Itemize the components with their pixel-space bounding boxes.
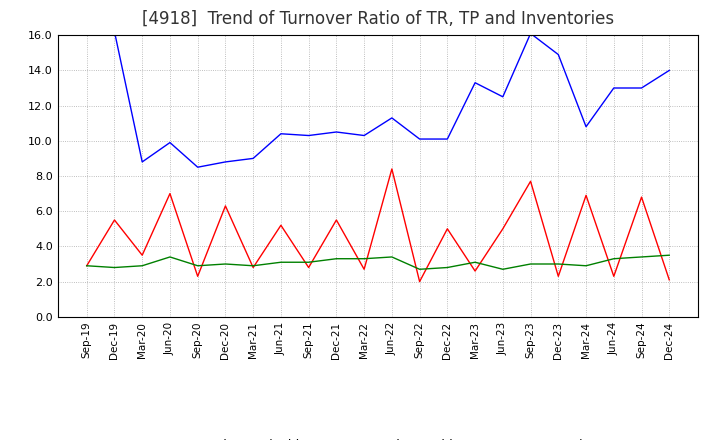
- Trade Payables: [665, 68, 674, 73]
- Trade Receivables: [110, 217, 119, 223]
- Inventories: [665, 253, 674, 258]
- Trade Receivables: [276, 223, 285, 228]
- Inventories: [194, 263, 202, 268]
- Trade Receivables: [526, 179, 535, 184]
- Inventories: [332, 256, 341, 261]
- Trade Receivables: [498, 226, 507, 231]
- Trade Payables: [166, 140, 174, 145]
- Trade Receivables: [443, 226, 451, 231]
- Trade Receivables: [221, 203, 230, 209]
- Trade Receivables: [360, 267, 369, 272]
- Trade Payables: [305, 133, 313, 138]
- Inventories: [471, 260, 480, 265]
- Trade Payables: [387, 115, 396, 121]
- Trade Receivables: [637, 194, 646, 200]
- Trade Payables: [526, 31, 535, 36]
- Line: Trade Payables: Trade Payables: [86, 32, 670, 167]
- Trade Receivables: [582, 193, 590, 198]
- Inventories: [387, 254, 396, 260]
- Trade Payables: [138, 159, 147, 165]
- Inventories: [415, 267, 424, 272]
- Trade Payables: [194, 165, 202, 170]
- Trade Payables: [609, 85, 618, 91]
- Trade Payables: [471, 80, 480, 85]
- Inventories: [582, 263, 590, 268]
- Trade Payables: [221, 159, 230, 165]
- Legend: Trade Receivables, Trade Payables, Inventories: Trade Receivables, Trade Payables, Inven…: [153, 434, 603, 440]
- Inventories: [276, 260, 285, 265]
- Trade Receivables: [82, 263, 91, 268]
- Trade Payables: [82, 33, 91, 38]
- Trade Receivables: [387, 166, 396, 172]
- Trade Receivables: [415, 279, 424, 284]
- Trade Payables: [554, 52, 562, 57]
- Inventories: [249, 263, 258, 268]
- Trade Receivables: [166, 191, 174, 196]
- Inventories: [526, 261, 535, 267]
- Trade Payables: [637, 85, 646, 91]
- Trade Receivables: [305, 265, 313, 270]
- Trade Receivables: [138, 253, 147, 258]
- Trade Payables: [360, 133, 369, 138]
- Trade Receivables: [471, 268, 480, 274]
- Trade Payables: [249, 156, 258, 161]
- Trade Payables: [443, 136, 451, 142]
- Inventories: [498, 267, 507, 272]
- Inventories: [609, 256, 618, 261]
- Trade Receivables: [665, 277, 674, 282]
- Trade Receivables: [554, 274, 562, 279]
- Line: Inventories: Inventories: [86, 255, 670, 269]
- Inventories: [166, 254, 174, 260]
- Trade Payables: [276, 131, 285, 136]
- Trade Receivables: [609, 274, 618, 279]
- Inventories: [110, 265, 119, 270]
- Inventories: [305, 260, 313, 265]
- Trade Payables: [582, 124, 590, 129]
- Trade Payables: [415, 136, 424, 142]
- Inventories: [443, 265, 451, 270]
- Title: [4918]  Trend of Turnover Ratio of TR, TP and Inventories: [4918] Trend of Turnover Ratio of TR, TP…: [142, 10, 614, 28]
- Trade Receivables: [249, 265, 258, 270]
- Inventories: [82, 263, 91, 268]
- Inventories: [554, 261, 562, 267]
- Line: Trade Receivables: Trade Receivables: [86, 169, 670, 282]
- Trade Receivables: [332, 217, 341, 223]
- Inventories: [138, 263, 147, 268]
- Inventories: [360, 256, 369, 261]
- Trade Receivables: [194, 274, 202, 279]
- Trade Payables: [498, 94, 507, 99]
- Inventories: [221, 261, 230, 267]
- Inventories: [637, 254, 646, 260]
- Trade Payables: [332, 129, 341, 135]
- Trade Payables: [110, 29, 119, 34]
